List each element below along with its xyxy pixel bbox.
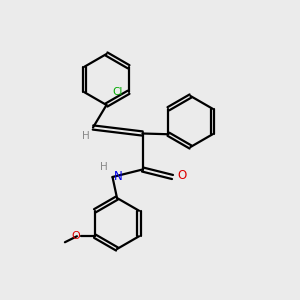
Text: N: N bbox=[113, 170, 122, 184]
Text: O: O bbox=[177, 169, 186, 182]
Text: H: H bbox=[100, 163, 108, 172]
Text: O: O bbox=[71, 231, 80, 241]
Text: Cl: Cl bbox=[112, 87, 123, 97]
Text: H: H bbox=[82, 130, 89, 140]
